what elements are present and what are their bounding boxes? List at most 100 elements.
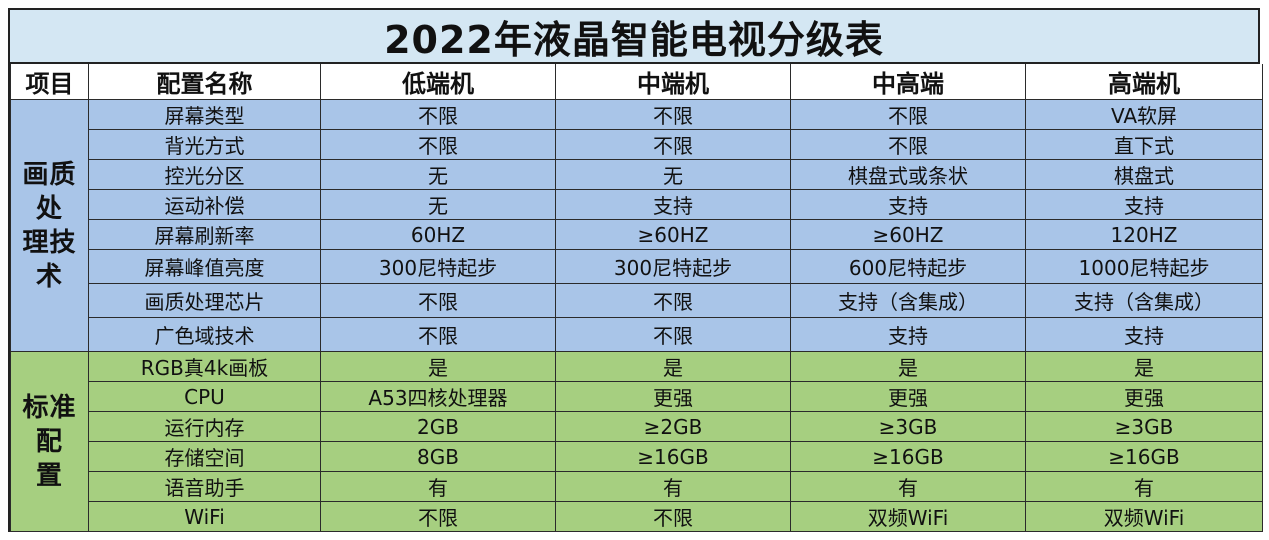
config-name-cell: 背光方式	[88, 129, 321, 160]
table-row: 背光方式 不限 不限 不限 直下式	[11, 129, 1263, 160]
value-cell: 支持	[790, 317, 1026, 352]
value-cell: 是	[790, 351, 1026, 382]
value-cell: 不限	[555, 99, 791, 130]
table-row: CPU A53四核处理器 更强 更强 更强	[11, 381, 1263, 412]
value-cell: 无	[320, 159, 556, 190]
table-row: 控光分区无无棋盘式或条状 棋盘式	[11, 159, 1263, 190]
value-cell: 不限	[320, 501, 556, 532]
value-cell: 有	[1025, 471, 1263, 502]
value-cell: 不限	[555, 317, 791, 352]
table-row: 画质处 理技术 屏幕类型 不限 不限 不限 VA软屏	[10, 99, 1263, 352]
value-cell: 无	[555, 159, 791, 190]
value-cell: VA软屏	[1025, 99, 1263, 130]
grading-table: 项目 配置名称 低端机 中端机 中高端 高端机 画质处 理技术 屏幕类型 不限 不限 不限…	[10, 64, 1263, 532]
value-cell: 无	[320, 189, 556, 220]
tv-grading-table-container: 2022年液晶智能电视分级表 项目 配置名称 低端机 中端机 中高端 高端机 画…	[8, 8, 1263, 532]
value-cell: 不限	[790, 99, 1026, 130]
table-title: 2022年液晶智能电视分级表	[10, 10, 1258, 64]
group-label-line2: 理技术	[22, 227, 77, 292]
value-cell: A53四核处理器	[320, 381, 556, 412]
value-cell: 双频WiFi	[790, 501, 1026, 532]
config-name-cell: 画质处理芯片	[88, 283, 321, 318]
table-row: 广色域技术 不限 不限 支持 支持	[11, 317, 1263, 352]
value-cell: ≥60HZ	[555, 219, 791, 250]
value-cell: 不限	[555, 129, 791, 160]
value-cell: 更强	[555, 381, 791, 412]
value-cell: 支持	[790, 189, 1026, 220]
header-config-name: 配置名称	[88, 64, 321, 100]
config-name-cell: RGB真4k画板	[88, 351, 321, 382]
group-label-line1: 画质处	[22, 159, 77, 224]
value-cell: ≥16GB	[555, 441, 791, 472]
value-cell: ≥60HZ	[790, 219, 1026, 250]
header-low-end: 低端机	[320, 64, 556, 100]
value-cell: 是	[555, 351, 791, 382]
value-cell: 支持	[1025, 189, 1263, 220]
table-row: 屏幕峰值亮度 300尼特起步 300尼特起步 600尼特起步 1000尼特起步	[11, 249, 1263, 284]
table-body: 画质处 理技术 屏幕类型 不限 不限 不限 VA软屏 背光方式 不限 不限 不限 直下式 控光分区无无棋…	[10, 99, 1263, 532]
value-cell: 双频WiFi	[1025, 501, 1263, 532]
table-row: 运动补偿无支持 支持 支持	[11, 189, 1263, 220]
config-name-cell: WiFi	[88, 501, 321, 532]
value-cell: 不限	[320, 283, 556, 318]
value-cell: 棋盘式或条状	[790, 159, 1026, 190]
config-name-cell: 语音助手	[88, 471, 321, 502]
group-label-line2: 置	[35, 460, 63, 491]
table-row: 语音助手有有有有	[11, 471, 1263, 502]
value-cell: 支持	[555, 189, 791, 220]
value-cell: ≥16GB	[790, 441, 1026, 472]
value-cell: 更强	[790, 381, 1026, 412]
value-cell: ≥3GB	[1025, 411, 1263, 442]
header-high-end: 高端机	[1025, 64, 1263, 100]
config-name-cell: 运行内存	[88, 411, 321, 442]
config-name-cell: 广色域技术	[88, 317, 321, 352]
group-label: 标准配置	[10, 351, 89, 532]
value-cell: 300尼特起步	[320, 249, 556, 284]
value-cell: 不限	[555, 501, 791, 532]
config-name-cell: 屏幕类型	[88, 99, 321, 130]
value-cell: 棋盘式	[1025, 159, 1263, 190]
header-item: 项目	[10, 64, 89, 100]
value-cell: 不限	[555, 283, 791, 318]
value-cell: 更强	[1025, 381, 1263, 412]
config-name-cell: CPU	[88, 381, 321, 412]
value-cell: 120HZ	[1025, 219, 1263, 250]
value-cell: 是	[320, 351, 556, 382]
value-cell: 支持（含集成）	[1025, 283, 1263, 318]
header-upper-mid: 中高端	[790, 64, 1026, 100]
value-cell: 不限	[320, 317, 556, 352]
value-cell: 2GB	[320, 411, 556, 442]
table-row: 运行内存 2GB ≥2GB ≥3GB ≥3GB	[11, 411, 1263, 442]
table-row: 屏幕刷新率 60HZ ≥60HZ ≥60HZ 120HZ	[11, 219, 1263, 250]
group-label-line1: 标准配	[22, 392, 77, 457]
value-cell: 300尼特起步	[555, 249, 791, 284]
value-cell: ≥16GB	[1025, 441, 1263, 472]
header-row: 项目 配置名称 低端机 中端机 中高端 高端机	[10, 64, 1263, 100]
config-name-cell: 屏幕刷新率	[88, 219, 321, 250]
value-cell: 不限	[790, 129, 1026, 160]
value-cell: ≥3GB	[790, 411, 1026, 442]
config-name-cell: 运动补偿	[88, 189, 321, 220]
value-cell: 60HZ	[320, 219, 556, 250]
value-cell: 8GB	[320, 441, 556, 472]
value-cell: 有	[320, 471, 556, 502]
table-row: 标准配置 RGB真4k画板是是是是	[10, 351, 1263, 532]
value-cell: 600尼特起步	[790, 249, 1026, 284]
value-cell: ≥2GB	[555, 411, 791, 442]
value-cell: 1000尼特起步	[1025, 249, 1263, 284]
config-name-cell: 屏幕峰值亮度	[88, 249, 321, 284]
value-cell: 不限	[320, 99, 556, 130]
table-row: 画质处理芯片 不限 不限 支持（含集成） 支持（含集成）	[11, 283, 1263, 318]
value-cell: 支持	[1025, 317, 1263, 352]
table-row: 存储空间 8GB ≥16GB ≥16GB ≥16GB	[11, 441, 1263, 472]
table-row: WiFi 不限 不限 双频WiFi 双频WiFi	[11, 501, 1263, 532]
value-cell: 支持（含集成）	[790, 283, 1026, 318]
value-cell: 是	[1025, 351, 1263, 382]
value-cell: 有	[555, 471, 791, 502]
group-label: 画质处 理技术	[10, 99, 89, 352]
value-cell: 不限	[320, 129, 556, 160]
value-cell: 有	[790, 471, 1026, 502]
config-name-cell: 存储空间	[88, 441, 321, 472]
config-name-cell: 控光分区	[88, 159, 321, 190]
value-cell: 直下式	[1025, 129, 1263, 160]
